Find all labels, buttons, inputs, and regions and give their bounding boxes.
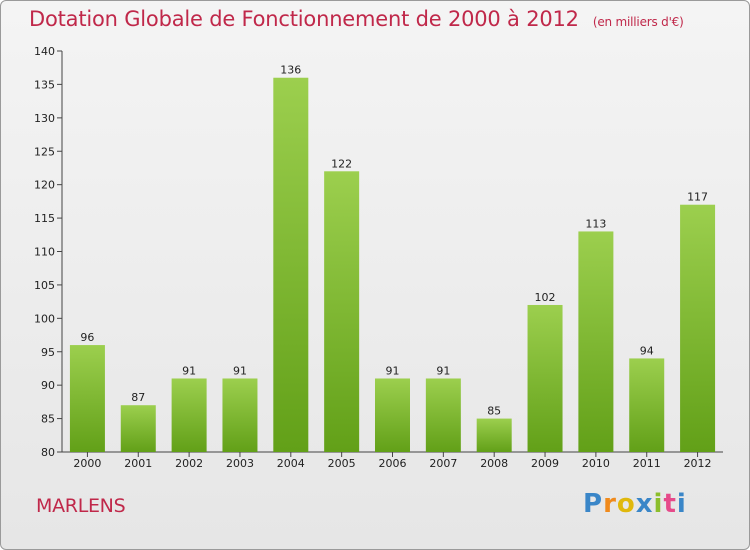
bar xyxy=(629,358,665,452)
y-tick-label: 85 xyxy=(41,413,55,426)
bar xyxy=(273,77,309,452)
bar xyxy=(375,378,410,452)
y-tick-label: 95 xyxy=(41,346,55,359)
bar xyxy=(222,378,258,452)
x-tick-label: 2010 xyxy=(582,457,610,470)
y-tick-label: 105 xyxy=(34,279,55,292)
bar-value-label: 117 xyxy=(687,191,708,204)
x-tick-label: 2007 xyxy=(429,457,457,470)
bar xyxy=(578,231,614,452)
y-tick-label: 130 xyxy=(34,112,55,125)
x-tick-label: 2002 xyxy=(175,457,203,470)
bar xyxy=(120,405,156,452)
logo-letter: i xyxy=(653,489,664,519)
bar-value-label: 102 xyxy=(535,291,556,304)
bar xyxy=(527,304,563,452)
bar-value-label: 136 xyxy=(280,64,301,77)
x-tick-label: 2009 xyxy=(531,457,559,470)
bar xyxy=(680,204,716,452)
bar xyxy=(69,345,105,452)
y-tick-label: 100 xyxy=(34,312,55,325)
logo-letter: P xyxy=(583,489,604,519)
logo-letter: r xyxy=(603,489,617,519)
bar-value-label: 91 xyxy=(386,364,400,377)
x-tick-label: 2000 xyxy=(73,457,101,470)
bar-value-label: 96 xyxy=(80,331,94,344)
chart-title-text: Dotation Globale de Fonctionnement de 20… xyxy=(29,7,579,31)
x-tick-label: 2011 xyxy=(633,457,661,470)
chart-title: Dotation Globale de Fonctionnement de 20… xyxy=(29,7,684,31)
bar-value-label: 122 xyxy=(331,157,352,170)
proxiti-logo: Proxiti xyxy=(583,489,687,519)
x-tick-label: 2005 xyxy=(328,457,356,470)
y-tick-label: 80 xyxy=(41,446,55,459)
chart-unit: (en milliers d'€) xyxy=(592,15,684,29)
bar-value-label: 91 xyxy=(233,364,247,377)
x-tick-label: 2008 xyxy=(480,457,508,470)
x-tick-label: 2003 xyxy=(226,457,254,470)
x-tick-label: 2012 xyxy=(684,457,712,470)
y-tick-label: 120 xyxy=(34,179,55,192)
y-tick-label: 140 xyxy=(34,45,55,58)
bar xyxy=(425,378,461,452)
y-tick-label: 135 xyxy=(34,78,55,91)
bar-value-label: 94 xyxy=(640,344,654,357)
logo-letter: i xyxy=(676,489,687,519)
x-tick-label: 2004 xyxy=(277,457,305,470)
y-tick-label: 90 xyxy=(41,379,55,392)
commune-name: MARLENS xyxy=(36,495,126,517)
bar-value-label: 85 xyxy=(487,405,501,418)
bar-value-label: 91 xyxy=(436,364,450,377)
logo-letter: t xyxy=(663,489,677,519)
x-tick-label: 2001 xyxy=(124,457,152,470)
bar-value-label: 91 xyxy=(182,364,196,377)
x-tick-label: 2006 xyxy=(379,457,407,470)
bar xyxy=(476,418,512,452)
bar xyxy=(171,378,207,452)
logo-letter: x xyxy=(635,489,654,519)
logo-letter: o xyxy=(616,489,636,519)
y-tick-label: 110 xyxy=(34,246,55,259)
y-tick-label: 125 xyxy=(34,145,55,158)
bar-value-label: 87 xyxy=(131,391,145,404)
y-tick-label: 115 xyxy=(34,212,55,225)
bar xyxy=(324,171,360,453)
bar-value-label: 113 xyxy=(585,217,606,230)
